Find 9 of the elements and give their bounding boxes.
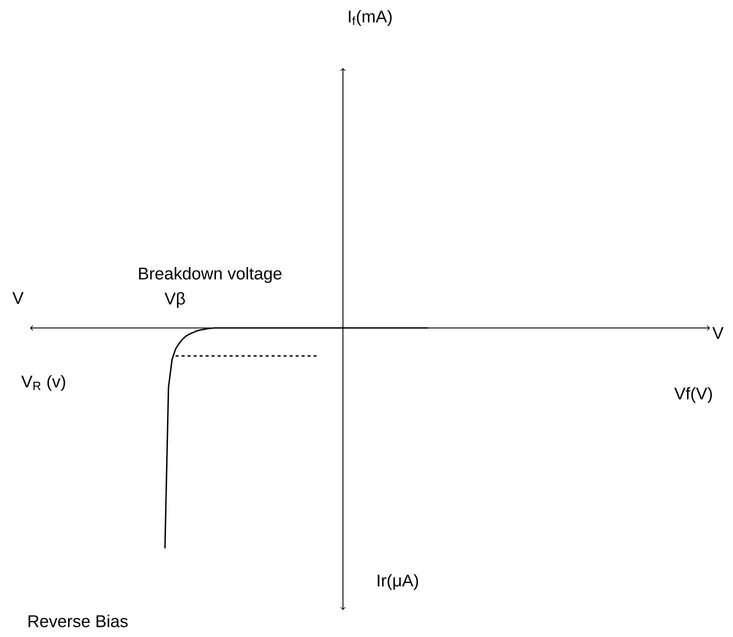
text: V	[12, 292, 24, 304]
text: V	[712, 327, 724, 339]
text: Vβ	[164, 292, 185, 308]
text: V$_{R}$ (v)	[21, 375, 66, 391]
text: Vf(V)	[674, 387, 712, 403]
text: I$_{f}$(mA)	[348, 10, 392, 26]
text: Reverse Bias	[28, 614, 128, 628]
text: Ir(μA)	[378, 574, 418, 590]
text: Breakdown voltage	[139, 267, 282, 283]
